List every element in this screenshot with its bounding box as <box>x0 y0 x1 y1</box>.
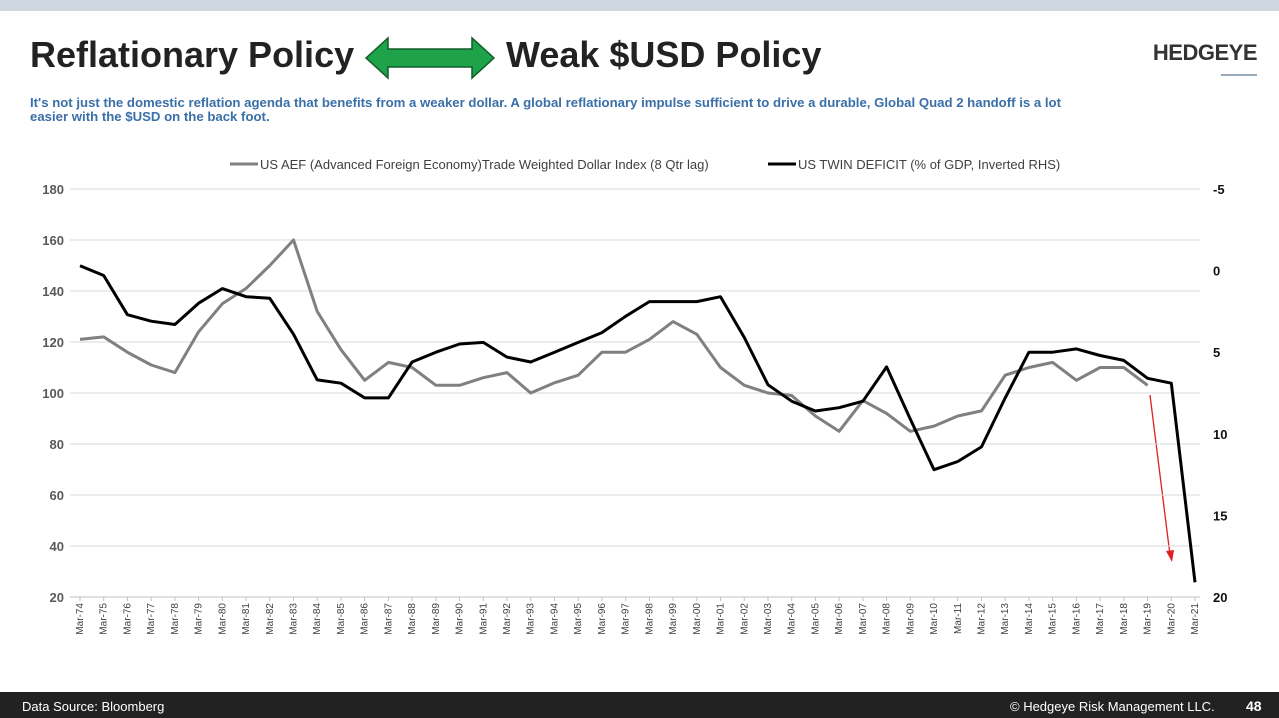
footer: Data Source: Bloomberg © Hedgeye Risk Ma… <box>0 692 1279 718</box>
x-tick-label: Mar-19 <box>1143 603 1154 635</box>
x-tick-label: Mar-15 <box>1048 603 1059 635</box>
x-tick-label: Mar-04 <box>787 603 798 635</box>
y-tick-label: 160 <box>42 233 64 248</box>
x-tick-label: Mar-02 <box>739 603 750 635</box>
x-tick-label: Mar-09 <box>905 603 916 635</box>
y-tick-label: 140 <box>42 284 64 299</box>
x-tick-label: Mar-84 <box>312 603 323 635</box>
x-tick-label: Mar-13 <box>1000 603 1011 635</box>
x-tick-label: Mar-11 <box>953 603 964 634</box>
x-tick-label: Mar-91 <box>478 603 489 635</box>
x-tick-label: Mar-01 <box>716 603 727 635</box>
y2-tick-label: 15 <box>1213 508 1227 523</box>
x-tick-label: Mar-93 <box>526 603 537 635</box>
x-tick-label: Mar-81 <box>241 603 252 635</box>
x-tick-label: Mar-77 <box>146 603 157 635</box>
y2-tick-label: 20 <box>1213 590 1227 605</box>
y-tick-label: 100 <box>42 386 64 401</box>
y2-tick-label: 0 <box>1213 264 1220 279</box>
x-tick-label: Mar-14 <box>1024 603 1035 635</box>
x-tick-label: Mar-20 <box>1166 603 1177 635</box>
x-tick-label: Mar-08 <box>882 603 893 635</box>
y2-tick-label: 5 <box>1213 345 1220 360</box>
x-tick-label: Mar-90 <box>455 603 466 635</box>
x-tick-label: Mar-21 <box>1190 603 1201 635</box>
y2-tick-label: 10 <box>1213 427 1227 442</box>
title-left: Reflationary Policy <box>30 34 355 75</box>
x-tick-label: Mar-83 <box>289 603 300 635</box>
legend-label: US TWIN DEFICIT (% of GDP, Inverted RHS) <box>798 157 1060 172</box>
y-tick-label: 80 <box>50 437 64 452</box>
x-tick-label: Mar-87 <box>383 603 394 635</box>
x-tick-label: Mar-99 <box>668 603 679 635</box>
annotation-arrowhead <box>1166 550 1174 562</box>
source: Data Source: Bloomberg <box>22 699 165 714</box>
x-tick-label: Mar-97 <box>621 603 632 635</box>
x-tick-label: Mar-05 <box>810 603 821 635</box>
x-tick-label: Mar-96 <box>597 603 608 635</box>
x-tick-label: Mar-07 <box>858 603 869 635</box>
x-tick-label: Mar-03 <box>763 603 774 635</box>
x-tick-label: Mar-82 <box>265 603 276 635</box>
x-tick-label: Mar-75 <box>99 603 110 635</box>
y-tick-label: 60 <box>50 488 64 503</box>
x-tick-label: Mar-76 <box>122 603 133 635</box>
x-tick-label: Mar-12 <box>976 603 987 635</box>
series-line <box>79 264 1197 583</box>
x-tick-label: Mar-74 <box>75 603 86 635</box>
x-tick-label: Mar-89 <box>431 603 442 635</box>
page-number: 48 <box>1246 698 1262 714</box>
chart: 20 40 60 80 100 120 140 160 180 -5 0 5 10 15 20 Mar-74 M… <box>42 157 1227 635</box>
y-tick-label: 120 <box>42 335 64 350</box>
x-tick-label: Mar-17 <box>1095 603 1106 635</box>
x-tick-label: Mar-78 <box>170 603 181 635</box>
x-tick-label: Mar-86 <box>360 603 371 635</box>
y-tick-label: 20 <box>50 590 64 605</box>
x-tick-label: Mar-85 <box>336 603 347 635</box>
x-tick-label: Mar-16 <box>1071 603 1082 635</box>
x-tick-label: Mar-79 <box>194 603 205 635</box>
x-tick-label: Mar-18 <box>1119 603 1130 635</box>
top-bar <box>0 0 1279 11</box>
copyright: © Hedgeye Risk Management LLC. <box>1010 699 1215 714</box>
brand-underline <box>1221 74 1257 76</box>
x-tick-label: Mar-06 <box>834 603 845 635</box>
title-right: Weak $USD Policy <box>506 34 822 75</box>
brand: HEDGEYE <box>1152 40 1258 65</box>
y-tick-label: 40 <box>50 539 64 554</box>
legend-label: US AEF (Advanced Foreign Economy)Trade W… <box>260 157 709 172</box>
double-arrow <box>364 36 496 80</box>
x-tick-label: Mar-92 <box>502 603 513 635</box>
y-tick-label: 180 <box>42 182 64 197</box>
y2-tick-label: -5 <box>1213 182 1225 197</box>
x-tick-label: Mar-10 <box>929 603 940 635</box>
x-tick-label: Mar-80 <box>217 603 228 635</box>
x-tick-label: Mar-00 <box>692 603 703 635</box>
x-tick-label: Mar-98 <box>644 603 655 635</box>
series-line <box>79 238 1149 433</box>
x-tick-label: Mar-88 <box>407 603 418 635</box>
subtitle: It's not just the domestic reflation age… <box>30 95 1061 124</box>
x-tick-label: Mar-95 <box>573 603 584 635</box>
x-tick-label: Mar-94 <box>549 603 560 635</box>
annotation-arrow <box>1149 394 1171 556</box>
